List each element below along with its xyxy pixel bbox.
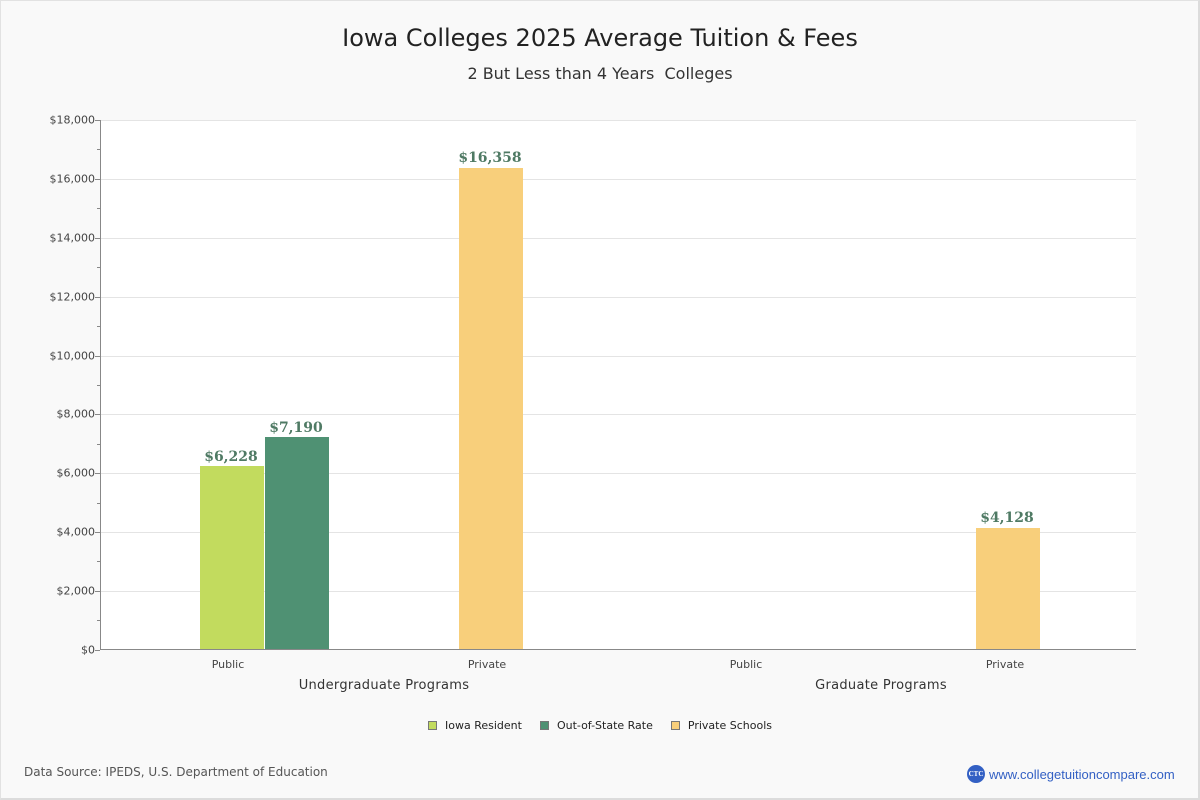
y-tick-label: $12,000 bbox=[49, 290, 96, 304]
gridline bbox=[101, 297, 1136, 298]
y-minor-tick bbox=[97, 620, 100, 621]
legend-item-iowa-resident[interactable]: Iowa Resident bbox=[428, 719, 522, 732]
y-tick-mark bbox=[95, 650, 100, 651]
y-tick-mark bbox=[95, 297, 100, 298]
y-minor-tick bbox=[97, 503, 100, 504]
y-tick-label: $6,000 bbox=[56, 466, 96, 480]
y-tick-mark bbox=[95, 179, 100, 180]
legend-item-out-of-state[interactable]: Out-of-State Rate bbox=[539, 719, 653, 732]
legend-swatch-icon bbox=[539, 721, 549, 730]
data-source-note: Data Source: IPEDS, U.S. Department of E… bbox=[24, 765, 328, 779]
chart-subtitle: 2 But Less than 4 Years Colleges bbox=[467, 64, 733, 83]
gridline bbox=[101, 473, 1136, 474]
legend-item-private-schools[interactable]: Private Schools bbox=[670, 719, 772, 732]
legend-swatch-icon bbox=[670, 721, 680, 730]
bar-grad-private[interactable] bbox=[976, 528, 1040, 649]
gridline bbox=[101, 179, 1136, 180]
x-tick-label: Private bbox=[985, 658, 1025, 671]
bar-ug-public-out-of-state[interactable] bbox=[265, 437, 329, 649]
x-group-label-graduate: Graduate Programs bbox=[815, 678, 947, 693]
brand-url: www.collegetuitioncompare.com bbox=[989, 766, 1175, 782]
y-tick-label: $14,000 bbox=[49, 231, 96, 245]
plot-area bbox=[100, 120, 1136, 650]
y-tick-mark bbox=[95, 473, 100, 474]
bar-value-label: $7,190 bbox=[269, 420, 323, 436]
bar-value-label: $6,228 bbox=[204, 449, 258, 465]
y-minor-tick bbox=[97, 385, 100, 386]
legend-label: Private Schools bbox=[687, 719, 772, 732]
legend: Iowa Resident Out-of-State Rate Private … bbox=[0, 719, 1200, 732]
bar-value-label: $4,128 bbox=[980, 510, 1034, 526]
gridline bbox=[101, 238, 1136, 239]
y-tick-mark bbox=[95, 120, 100, 121]
y-minor-tick bbox=[97, 267, 100, 268]
bar-value-label: $16,358 bbox=[458, 150, 522, 166]
y-tick-label: $16,000 bbox=[49, 172, 96, 186]
y-tick-label: $18,000 bbox=[49, 113, 96, 127]
y-tick-label: $10,000 bbox=[49, 349, 96, 363]
y-tick-mark bbox=[95, 591, 100, 592]
x-tick-label: Public bbox=[729, 658, 763, 671]
gridline bbox=[101, 414, 1136, 415]
y-tick-label: $2,000 bbox=[56, 584, 96, 598]
bar-ug-private[interactable] bbox=[459, 168, 523, 649]
y-minor-tick bbox=[97, 208, 100, 209]
legend-label: Out-of-State Rate bbox=[556, 719, 653, 732]
gridline bbox=[101, 120, 1136, 121]
y-tick-mark bbox=[95, 356, 100, 357]
x-group-label-undergraduate: Undergraduate Programs bbox=[298, 678, 470, 693]
gridline bbox=[101, 591, 1136, 592]
y-tick-mark bbox=[95, 532, 100, 533]
ctc-logo-icon: CTC bbox=[967, 765, 985, 783]
y-tick-label: $0 bbox=[81, 643, 95, 657]
legend-label: Iowa Resident bbox=[445, 719, 522, 732]
y-minor-tick bbox=[97, 149, 100, 150]
x-tick-label: Public bbox=[211, 658, 245, 671]
y-minor-tick bbox=[97, 561, 100, 562]
y-minor-tick bbox=[97, 326, 100, 327]
y-tick-mark bbox=[95, 414, 100, 415]
y-tick-label: $4,000 bbox=[56, 525, 96, 539]
legend-swatch-icon bbox=[428, 721, 437, 730]
x-tick-label: Private bbox=[467, 658, 507, 671]
bar-ug-public-iowa-resident[interactable] bbox=[200, 466, 264, 649]
brand-link[interactable]: CTC www.collegetuitioncompare.com bbox=[967, 765, 1175, 783]
chart-title: Iowa Colleges 2025 Average Tuition & Fee… bbox=[342, 24, 858, 52]
y-minor-tick bbox=[97, 444, 100, 445]
y-tick-label: $8,000 bbox=[56, 407, 96, 421]
gridline bbox=[101, 356, 1136, 357]
y-tick-mark bbox=[95, 238, 100, 239]
gridline bbox=[101, 532, 1136, 533]
